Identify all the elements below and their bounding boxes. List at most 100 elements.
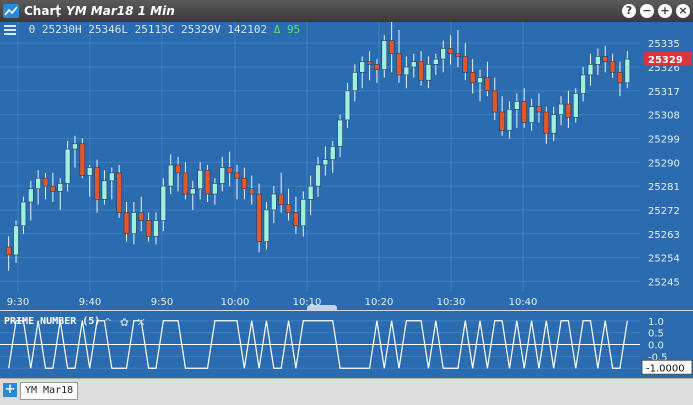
indicator-tick-label: -0.5: [648, 352, 668, 363]
candle-body: [491, 90, 498, 113]
indicator-axis-svg: 1.00.50.0-0.5-1.0000: [641, 317, 693, 375]
symbol-tab[interactable]: YM Mar18: [20, 382, 79, 400]
ohlc-header: 0 25230H 25346L 25113C 25329V 142102 Δ 9…: [4, 23, 300, 36]
time-tick-label: 10:40: [509, 297, 538, 308]
candle-body: [138, 212, 145, 221]
candle-body: [506, 109, 513, 131]
candle-body: [572, 93, 579, 118]
indicator-value-marker: [641, 359, 693, 375]
candle-body: [558, 103, 564, 115]
indicator-svg: [0, 320, 640, 369]
candle-body: [617, 71, 623, 84]
candle-body: [469, 71, 476, 84]
candle-body: [396, 53, 402, 76]
header-change: Δ 95: [273, 23, 301, 36]
maximize-button[interactable]: +: [658, 4, 672, 18]
help-button[interactable]: ?: [622, 4, 636, 18]
candle-body: [388, 40, 395, 55]
time-tick-label: 9:30: [7, 297, 29, 308]
candle-body: [293, 212, 299, 227]
candle-body: [27, 188, 34, 203]
price-axis-svg: 25335 25326 25317 25308 25299 25290 25281 25272…: [644, 39, 692, 288]
time-tick-label: 10:20: [365, 297, 394, 308]
time-tick-label: 10:30: [437, 297, 466, 308]
price-chart-svg: [0, 22, 640, 292]
candle-body: [366, 61, 373, 65]
minimize-button[interactable]: −: [640, 4, 654, 18]
bottom-bar: + YM Mar18: [0, 378, 693, 405]
candle-body: [234, 172, 240, 179]
candle-body: [580, 74, 586, 94]
window-title: Chart: [24, 4, 62, 18]
price-tick-label: 25281: [648, 182, 680, 193]
candle-body: [528, 106, 535, 123]
indicator-tick-label: 0.0: [648, 341, 664, 352]
candle-body: [514, 101, 520, 110]
price-tick-label: 25317: [648, 87, 680, 98]
indicator-tick-label: 0.5: [648, 329, 664, 340]
candle-body: [175, 164, 181, 174]
candle-body: [50, 185, 56, 192]
candle-body: [462, 56, 469, 73]
scroll-handle[interactable]: [307, 305, 337, 314]
candle-body: [42, 177, 49, 187]
candle-body: [256, 193, 262, 243]
price-tick-label: 25299: [648, 134, 680, 145]
menu-icon[interactable]: [4, 25, 16, 35]
candle-body: [101, 180, 108, 200]
candle-body: [403, 66, 410, 76]
candle-body: [86, 167, 93, 176]
candle-body: [116, 172, 122, 213]
candle-body: [64, 148, 71, 184]
close-icon[interactable]: ✕: [136, 316, 146, 329]
window-titlebar: Chart | YM Mar18 1 Min ? − + ×: [0, 0, 693, 22]
price-tick-label: 25245: [648, 277, 680, 288]
chevron-up-icon[interactable]: ^: [103, 316, 113, 329]
time-axis[interactable]: 9:30 9:40 9:50 10:00 10:10 10:20 10:30 10:40: [0, 292, 640, 310]
indicator-tick-label: 1.0: [648, 317, 664, 328]
price-tick-label: 25272: [648, 206, 680, 217]
price-axis[interactable]: 25335 25326 25317 25308 25299 25290 25281 25272…: [640, 22, 693, 292]
candle-body: [381, 40, 388, 70]
time-tick-label: 10:00: [221, 297, 250, 308]
candle-body: [410, 61, 417, 68]
time-tick-label: 9:40: [79, 297, 101, 308]
candle-body: [609, 61, 616, 73]
candle-body: [20, 201, 27, 227]
header-volume: 25329V: [181, 23, 221, 36]
indicator-line: [8, 320, 628, 369]
candle-body: [565, 103, 572, 118]
candle-body: [145, 220, 152, 237]
close-button[interactable]: ×: [676, 4, 690, 18]
indicator-axis[interactable]: 1.0 0.5 0.0 -0.5 -1.0000: [640, 310, 693, 379]
candle-body: [550, 114, 557, 134]
price-tick-label: 25308: [648, 111, 680, 122]
candle-body: [72, 143, 78, 150]
candle-body: [167, 164, 174, 187]
candle-body: [5, 246, 12, 256]
candle-body: [108, 172, 115, 182]
candle-body: [624, 58, 631, 84]
candle-body: [447, 48, 454, 55]
candle-body: [418, 61, 424, 81]
indicator-value-label: -1.0000: [646, 363, 685, 374]
price-chart-area[interactable]: [0, 22, 640, 292]
window-subtitle: YM Mar18 1 Min: [66, 4, 175, 18]
price-tick-label: 25254: [648, 254, 680, 265]
current-price-marker: [644, 52, 692, 67]
candle-body: [521, 101, 528, 123]
candle-body: [433, 58, 439, 65]
header-open: 0: [28, 23, 36, 36]
indicator-panel[interactable]: [0, 310, 640, 379]
header-low: 25346L: [88, 23, 128, 36]
price-tick-label: 25326: [648, 63, 680, 74]
candle-body: [212, 183, 218, 195]
chart-app-icon: [3, 4, 19, 18]
current-price-label: 25329: [648, 55, 683, 66]
candle-body: [57, 183, 64, 192]
time-tick-label: 10:10: [293, 297, 322, 308]
header-extra: 142102: [227, 23, 268, 36]
header-high: 25230H: [41, 23, 82, 36]
gear-icon[interactable]: ✿: [119, 316, 129, 329]
add-chart-button[interactable]: +: [3, 382, 17, 397]
